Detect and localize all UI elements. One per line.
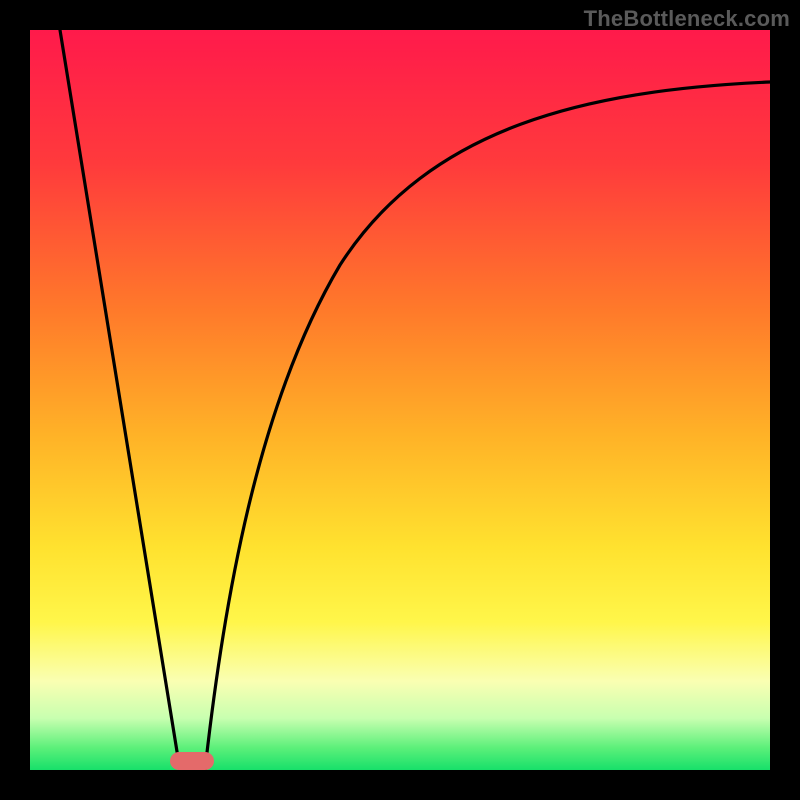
minimum-marker bbox=[170, 752, 214, 770]
watermark-label: TheBottleneck.com bbox=[584, 6, 790, 32]
curve-layer bbox=[30, 30, 770, 770]
left-curve bbox=[60, 30, 180, 770]
right-curve bbox=[205, 82, 770, 770]
plot-area bbox=[30, 30, 770, 770]
chart-frame: TheBottleneck.com bbox=[0, 0, 800, 800]
